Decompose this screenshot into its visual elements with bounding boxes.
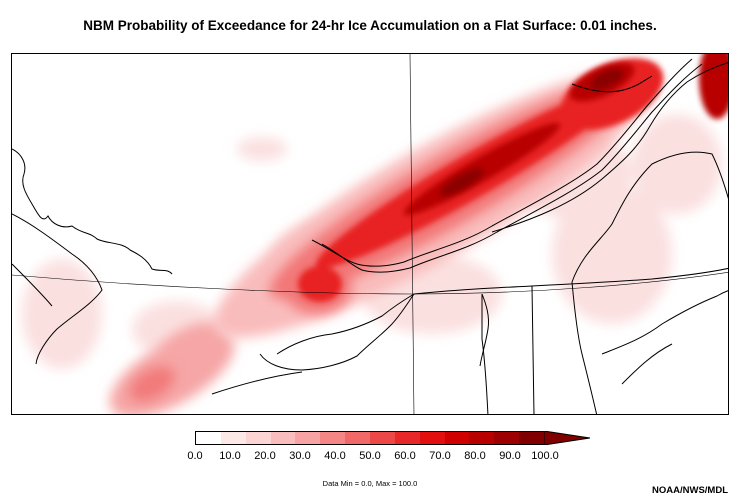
- colorbar-tick-label: 30.0: [289, 450, 311, 462]
- colorbar-swatch: [345, 432, 371, 444]
- colorbar-swatch: [196, 432, 221, 444]
- colorbar-tick-label: 100.0: [531, 450, 559, 462]
- colorbar-swatch: [370, 432, 395, 444]
- colorbar-tick-label: 50.0: [359, 450, 381, 462]
- colorbar-tick-label: 20.0: [254, 450, 276, 462]
- colorbar-tick-label: 80.0: [464, 450, 486, 462]
- colorbar-swatch: [320, 432, 346, 444]
- colorbar-tick-label: 70.0: [429, 450, 451, 462]
- colorbar-swatch: [444, 432, 470, 444]
- colorbar-tick-label: 10.0: [219, 450, 241, 462]
- colorbar-swatch: [394, 432, 420, 444]
- colorbar-swatch: [469, 432, 495, 444]
- map-canvas: [12, 54, 728, 414]
- probability-shading: [22, 54, 728, 414]
- colorbar-swatch: [270, 432, 296, 444]
- data-range-text: Data Min = 0.0, Max = 100.0: [322, 479, 418, 488]
- colorbar-swatch: [494, 432, 520, 444]
- map-title: NBM Probability of Exceedance for 24-hr …: [83, 18, 657, 33]
- colorbar-tick-label: 90.0: [499, 450, 521, 462]
- colorbar-tick-label: 40.0: [324, 450, 346, 462]
- colorbar-tick-label: 60.0: [394, 450, 416, 462]
- graticule: [12, 54, 728, 414]
- legend-colorbar: [195, 431, 545, 445]
- colorbar-swatch: [519, 432, 545, 444]
- coastlines-and-borders: [12, 58, 728, 414]
- colorbar-tick-label: 0.0: [187, 450, 203, 462]
- colorbar-swatch: [245, 432, 271, 444]
- colorbar-swatch: [295, 432, 321, 444]
- colorbar-overflow-arrow: [544, 431, 590, 445]
- colorbar-swatch: [220, 432, 246, 444]
- colorbar-tick-labels: 0.0 10.0 20.0 30.0 40.0 50.0 60.0 70.0 80.0 90.0 1…: [0, 450, 740, 464]
- credit-text: NOAA/NWS/MDL: [652, 485, 728, 496]
- map-panel[interactable]: [11, 53, 729, 415]
- colorbar-swatch: [419, 432, 445, 444]
